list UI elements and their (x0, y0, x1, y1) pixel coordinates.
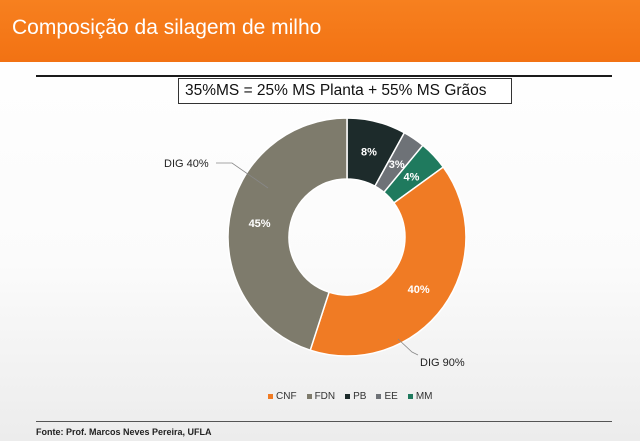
annotation-dig-cnf: DIG 90% (397, 338, 465, 369)
legend-swatch-mm (407, 394, 413, 399)
page-title: Composição da silagem de milho (12, 16, 322, 39)
slice-label-fdn: 45% (249, 218, 271, 230)
legend-item-fdn: FDN (306, 391, 336, 402)
legend-label-pb: PB (353, 391, 367, 402)
annotation-dig-90: DIG 90% (420, 357, 465, 369)
legend-swatch-cnf (268, 394, 273, 399)
annotation-dig-fdn: DIG 40% (164, 158, 269, 189)
legend-swatch-fdn (306, 394, 312, 399)
chart-legend: CNF FDN PB EE MM (268, 391, 432, 402)
legend-swatch-ee (376, 394, 382, 399)
source-credit: Fonte: Prof. Marcos Neves Pereira, UFLA (36, 427, 212, 437)
legend-label-fdn: FDN (314, 391, 336, 402)
slice-fdn (227, 117, 348, 352)
legend-item-cnf: CNF (268, 391, 297, 402)
bottom-divider (36, 421, 612, 422)
legend-item-mm: MM (407, 391, 433, 402)
donut-slice-labels: 8% 3%4% 40% 45% (249, 146, 430, 296)
legend-item-ee: EE (376, 391, 398, 402)
legend-label-cnf: CNF (276, 391, 297, 402)
slice-label-mm: 4% (404, 171, 420, 183)
top-divider (36, 75, 612, 77)
header-bar: Composição da silagem de milho (0, 0, 640, 62)
legend-label-mm: MM (415, 391, 433, 402)
slice-label-pb: 8% (361, 146, 377, 158)
slice-cnf (309, 166, 467, 357)
legend-label-ee: EE (384, 391, 398, 402)
formula-box: 35%MS = 25% MS Planta + 55% MS Grãos (178, 78, 512, 104)
slice-label-cnf: 40% (408, 284, 430, 296)
donut-slices (227, 117, 467, 357)
formula-text: 35%MS = 25% MS Planta + 55% MS Grãos (185, 82, 487, 99)
legend-swatch-pb (345, 394, 351, 399)
annotation-dig-40: DIG 40% (164, 158, 209, 170)
slice-label-ee: 3% (389, 159, 405, 171)
legend-item-pb: PB (345, 391, 366, 402)
